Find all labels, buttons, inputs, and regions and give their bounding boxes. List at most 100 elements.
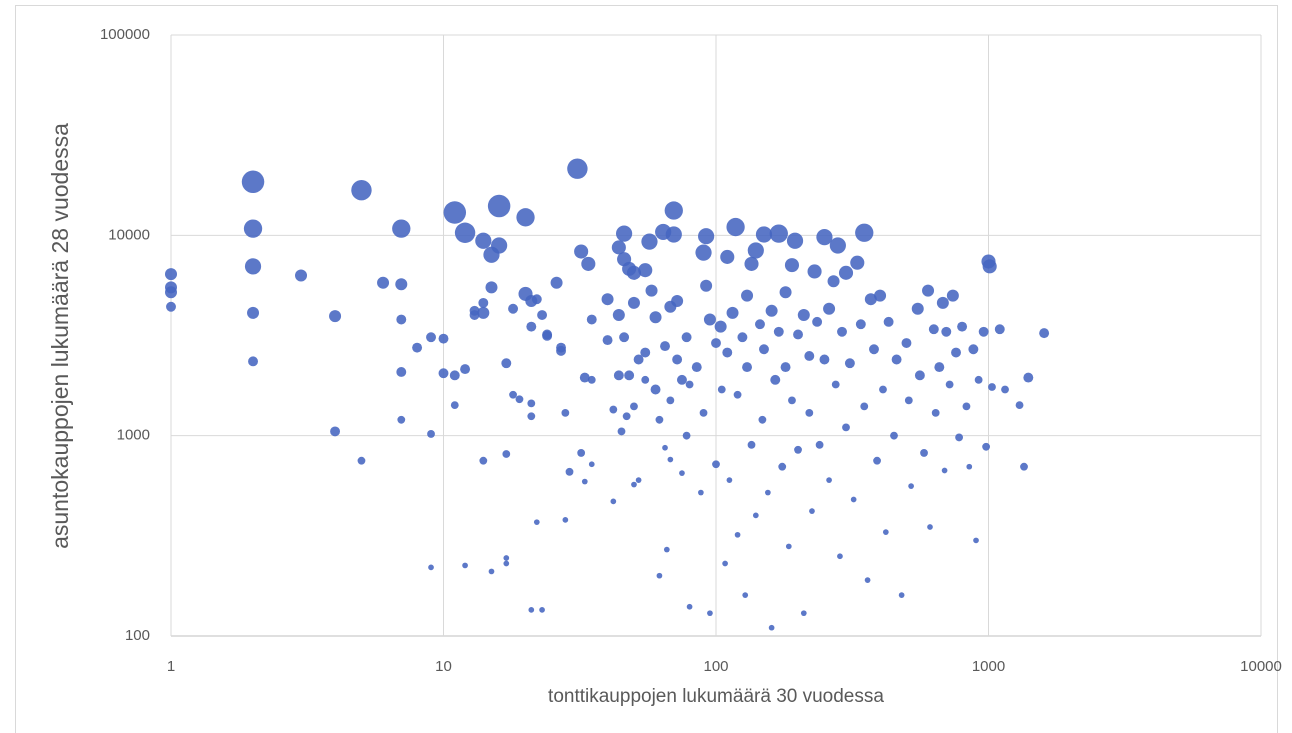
bubble — [601, 293, 614, 306]
bubble — [978, 326, 989, 337]
bubble — [779, 286, 792, 299]
bubble — [686, 603, 693, 610]
bubble — [539, 607, 545, 613]
bubble — [726, 306, 739, 319]
bubble — [587, 375, 596, 384]
bubble — [329, 310, 342, 323]
bubble — [809, 508, 815, 514]
bubble — [934, 362, 945, 373]
bubble — [844, 358, 855, 369]
bubble — [734, 531, 741, 538]
bubble — [890, 431, 898, 440]
y-axis-title: asuntokauppojen lukumäärä 28 vuodessa — [47, 123, 73, 549]
bubble — [426, 332, 436, 343]
bubble — [248, 356, 258, 367]
bubble — [631, 481, 637, 488]
bubble — [831, 380, 840, 389]
bubble — [741, 289, 754, 302]
bubble — [1015, 401, 1024, 410]
bubble — [330, 426, 341, 437]
y-tick-label: 100 — [125, 627, 150, 644]
bubble — [812, 316, 823, 327]
bubble — [550, 276, 563, 289]
x-tick-label: 10 — [435, 658, 452, 675]
bubble — [914, 370, 925, 381]
bubble — [527, 399, 536, 408]
bubble — [681, 332, 692, 343]
x-tick-label: 100 — [703, 658, 728, 675]
bubble — [742, 592, 749, 598]
bubble — [988, 383, 996, 391]
bubble — [816, 228, 833, 246]
bubble — [357, 456, 366, 465]
bubble — [581, 478, 588, 485]
bubble — [850, 255, 865, 270]
bubble — [612, 309, 625, 322]
bubble — [609, 405, 618, 414]
bubble — [660, 341, 670, 352]
bubble — [711, 338, 721, 348]
bubble — [974, 375, 983, 384]
bubble — [377, 276, 390, 289]
bubble — [707, 610, 713, 617]
bubble — [626, 265, 642, 280]
bubble — [982, 442, 991, 451]
bubble — [501, 358, 512, 369]
bubble — [815, 440, 824, 449]
bubble — [695, 244, 712, 261]
bubble — [945, 380, 954, 389]
bubble — [994, 324, 1005, 335]
bubble — [396, 366, 407, 377]
bubble — [726, 217, 745, 237]
bubble — [827, 275, 840, 288]
bubble — [616, 225, 633, 242]
bubble — [797, 309, 810, 322]
bubble — [882, 529, 889, 535]
bubble — [602, 335, 613, 346]
bubble — [927, 524, 933, 530]
bubble — [491, 237, 508, 254]
x-tick-label: 1 — [167, 658, 175, 675]
bubble — [454, 222, 476, 243]
bubble — [891, 354, 902, 365]
bubble — [243, 219, 263, 238]
bubble — [703, 313, 716, 326]
bubble — [295, 269, 308, 282]
bubble — [941, 467, 948, 474]
bubble — [460, 364, 471, 375]
bubble — [526, 321, 537, 332]
bubble — [487, 194, 511, 218]
bubble — [700, 279, 713, 292]
bubble — [901, 338, 912, 348]
bubble — [755, 319, 765, 330]
bubble — [556, 345, 566, 356]
bubble — [247, 306, 260, 319]
bubble — [793, 329, 803, 340]
x-axis-title: tonttikauppojen lukumäärä 30 vuodessa — [548, 686, 884, 707]
bubble — [747, 242, 764, 259]
bubble — [672, 354, 683, 365]
bubble — [785, 543, 792, 550]
bubble — [679, 470, 685, 476]
bubble — [624, 370, 635, 381]
bubble — [982, 259, 997, 274]
bubble — [869, 344, 879, 355]
bubble — [765, 489, 771, 496]
bubble — [664, 201, 683, 220]
bubble — [395, 278, 408, 291]
bubble — [574, 244, 589, 259]
bubble — [904, 396, 913, 405]
bubble — [931, 408, 940, 417]
bubble — [656, 572, 663, 579]
bubble — [837, 553, 843, 560]
bubble — [784, 258, 800, 273]
bubble — [502, 450, 511, 458]
bubble — [768, 624, 775, 631]
bubble — [717, 385, 726, 394]
bubble — [1001, 385, 1009, 394]
bubble — [638, 263, 653, 278]
bubble — [485, 281, 498, 294]
bubble — [826, 477, 832, 483]
bubble — [864, 293, 877, 306]
